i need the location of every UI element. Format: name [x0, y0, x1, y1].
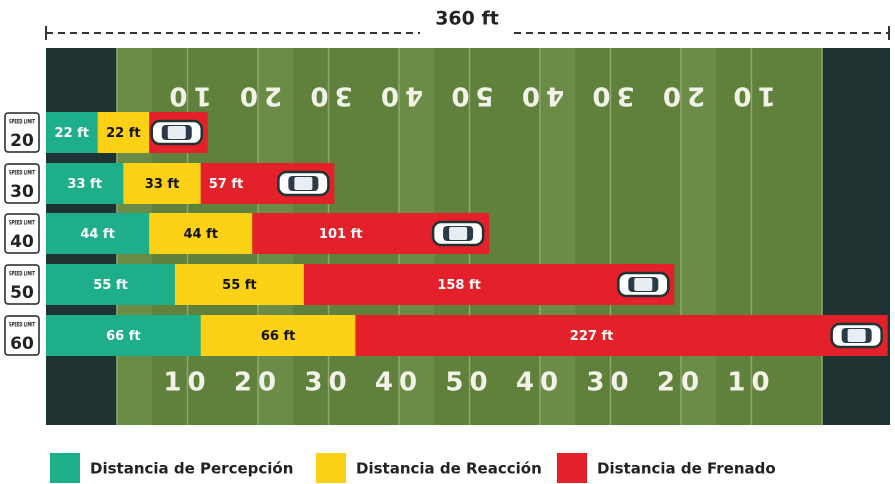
field-number: 10 — [163, 81, 211, 111]
value-label: 44 ft — [183, 227, 218, 242]
field-number: 40 — [375, 81, 423, 111]
value-label: 22 ft — [55, 126, 90, 141]
chart: 360 ft 10 10 20 20 30 30 40 40 50 50 40 40 30 30 20 20 1… — [0, 0, 895, 484]
field-number: 40 — [516, 81, 564, 111]
legend-label: Distancia de Percepción — [90, 460, 293, 478]
category-label: 50 — [10, 283, 34, 303]
value-label: 55 ft — [93, 278, 128, 293]
value-label: 158 ft — [437, 278, 481, 293]
chart-title: 360 ft — [435, 8, 499, 30]
value-label: 55 ft — [222, 278, 257, 293]
sign-text: SPEED LIMIT — [9, 119, 36, 126]
field-number: 20 — [234, 81, 282, 111]
field-number: 10 — [727, 368, 775, 398]
sign-text: SPEED LIMIT — [9, 322, 36, 329]
field-number: 50 — [445, 81, 493, 111]
field-number: 30 — [586, 81, 634, 111]
car-roof — [168, 126, 186, 139]
value-label: 44 ft — [80, 227, 115, 242]
value-label: 66 ft — [261, 329, 296, 344]
category-label: 20 — [10, 131, 34, 151]
field-number: 20 — [657, 81, 705, 111]
category-label: 60 — [10, 334, 34, 354]
category-label: 40 — [10, 232, 34, 252]
car-roof — [294, 177, 312, 190]
field-number: 40 — [375, 368, 423, 398]
bar-segment — [355, 315, 887, 356]
car-roof — [634, 278, 652, 291]
value-label: 57 ft — [209, 177, 244, 192]
car-roof — [449, 227, 467, 240]
legend-swatch — [50, 453, 80, 483]
value-label: 22 ft — [106, 126, 141, 141]
legend-swatch — [557, 453, 587, 483]
field-number: 30 — [304, 368, 352, 398]
field-number: 30 — [304, 81, 352, 111]
field-number: 30 — [586, 368, 634, 398]
sign-text: SPEED LIMIT — [9, 220, 36, 227]
field-number: 40 — [516, 368, 564, 398]
sign-text: SPEED LIMIT — [9, 271, 36, 278]
field-number: 20 — [657, 368, 705, 398]
field-number: 50 — [445, 368, 493, 398]
sign-text: SPEED LIMIT — [9, 170, 36, 177]
value-label: 33 ft — [145, 177, 180, 192]
legend-label: Distancia de Frenado — [597, 460, 776, 478]
value-label: 66 ft — [106, 329, 141, 344]
field-number: 20 — [234, 368, 282, 398]
value-label: 227 ft — [570, 329, 614, 344]
field-number: 10 — [727, 81, 775, 111]
category-label: 30 — [10, 182, 34, 202]
field-number: 10 — [163, 368, 211, 398]
legend-label: Distancia de Reacción — [356, 460, 542, 478]
value-label: 101 ft — [319, 227, 363, 242]
legend-swatch — [316, 453, 346, 483]
car-roof — [848, 329, 866, 342]
value-label: 33 ft — [67, 177, 102, 192]
